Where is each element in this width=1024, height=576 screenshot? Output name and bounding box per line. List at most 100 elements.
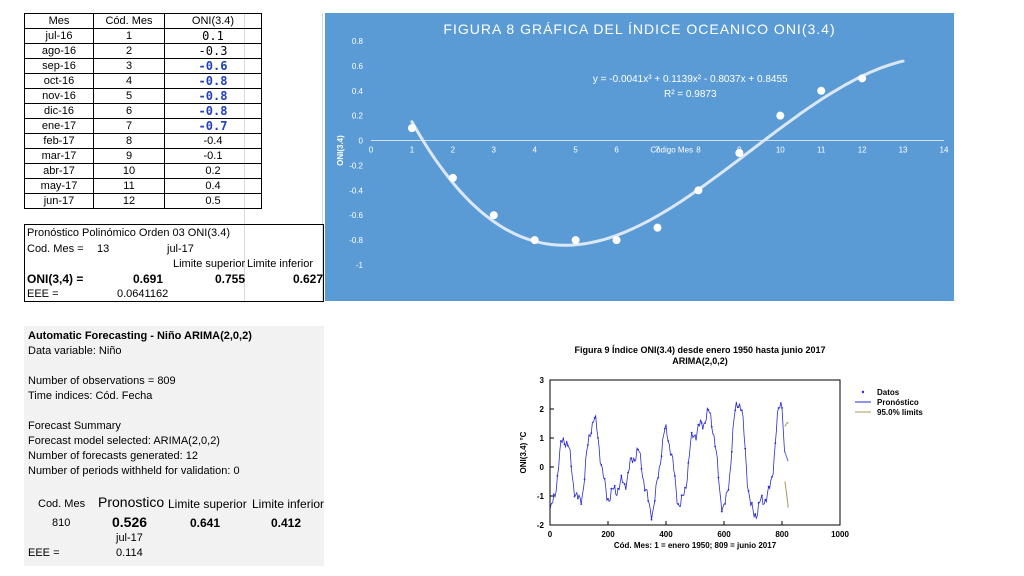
data-point <box>687 461 690 464</box>
table-row: jul-16 1 0.1 <box>24 28 262 44</box>
data-point <box>670 453 673 456</box>
data-point <box>530 236 539 245</box>
table-row: sep-16 3 -0.6 <box>24 58 262 74</box>
data-point <box>570 465 573 468</box>
poly-month: jul-17 <box>167 243 194 255</box>
y-tick-label: 0 <box>359 137 364 146</box>
poly-eee-label: EEE = <box>27 288 59 300</box>
data-point <box>777 407 780 409</box>
data-point <box>697 423 700 426</box>
x-tick-label: 0 <box>548 530 553 539</box>
y-tick-label: -2 <box>537 521 545 530</box>
data-point <box>704 422 706 424</box>
x-tick-label: 13 <box>899 146 908 155</box>
x-tick-label: 1 <box>410 146 415 155</box>
x-tick-label: 3 <box>492 146 497 155</box>
cell-mes: jun-17 <box>24 193 94 209</box>
arima-n-forecasts: Number of forecasts generated: 12 <box>28 450 198 462</box>
data-point <box>767 485 770 488</box>
data-point <box>620 474 623 477</box>
cell-cod: 1 <box>93 28 165 44</box>
data-point <box>744 447 747 450</box>
data-point <box>774 442 777 445</box>
poly-cod-label: Cod. Mes = <box>27 243 84 255</box>
x-tick-label: 200 <box>601 530 615 539</box>
y-tick-label: 1 <box>540 434 545 443</box>
poly-eee-value: 0.0641162 <box>117 288 169 300</box>
series-pronostico <box>784 451 789 462</box>
data-point <box>700 421 703 424</box>
data-point <box>757 501 760 504</box>
x-tick-label: 8 <box>696 146 701 155</box>
data-point <box>590 432 593 435</box>
data-point <box>677 503 680 505</box>
data-point <box>710 425 713 428</box>
arima-col-sup: Limite superior <box>168 497 247 511</box>
figure-9-chart[interactable]: 0 200 400 600 800 1000 -2 -1 0 1 2 3 Cód. Mes: 1 = e… <box>505 370 965 560</box>
table-row: nov-16 5 -0.8 <box>24 88 262 104</box>
series-datos <box>549 401 785 520</box>
arima-col-pron: Pronostico <box>98 494 165 510</box>
cell-oni: 0.4 <box>164 178 262 194</box>
data-point <box>647 500 650 502</box>
cell-cod: 5 <box>93 88 165 104</box>
poly-cod-value: 13 <box>97 243 110 255</box>
data-point <box>653 223 662 232</box>
arima-inf: 0.412 <box>271 516 302 530</box>
cell-mes: oct-16 <box>24 73 94 89</box>
data-point <box>764 498 767 501</box>
cell-cod: 9 <box>93 148 165 164</box>
x-tick-label: 6 <box>614 146 619 155</box>
cell-oni: -0.7 <box>164 118 262 134</box>
poly-oni-value: 0.691 <box>133 272 164 286</box>
cell-oni: -0.8 <box>164 73 262 89</box>
data-point <box>754 513 757 515</box>
data-point <box>750 501 753 504</box>
polynomial-forecast-box: Pronóstico Polinómico Orden 03 ONI(3.4) … <box>24 224 324 302</box>
table-row: may-17 11 0.4 <box>24 178 262 194</box>
arima-sup: 0.641 <box>190 516 221 530</box>
arima-model: Forecast model selected: ARIMA(2,0,2) <box>28 435 220 447</box>
cell-mes: dic-16 <box>24 103 94 119</box>
cell-oni: -0.6 <box>164 58 262 74</box>
y-tick-label: -1 <box>537 492 545 501</box>
data-point <box>640 467 643 470</box>
data-point <box>717 476 720 479</box>
data-point <box>556 475 559 477</box>
data-point <box>674 475 676 477</box>
table-row: dic-16 6 -0.8 <box>24 103 262 119</box>
data-point <box>747 490 750 492</box>
data-point <box>610 487 613 490</box>
y-tick-label: -0.8 <box>349 236 363 245</box>
cell-cod: 6 <box>93 103 165 119</box>
data-point <box>724 503 727 505</box>
arima-summary: Forecast Summary <box>28 420 121 432</box>
arima-data-variable: Data variable: Niño <box>28 345 122 357</box>
poly-lim-sup-label: Limite superior <box>173 258 246 270</box>
data-point <box>684 486 686 489</box>
figure-8-chart[interactable]: FIGURA 8 GRÁFICA DEL ÍNDICE OCEANICO ONI… <box>325 13 954 301</box>
table-row: oct-16 4 -0.8 <box>24 73 262 89</box>
cell-cod: 2 <box>93 43 165 59</box>
cell-oni: -0.8 <box>164 88 262 104</box>
cell-cod: 7 <box>93 118 165 134</box>
data-point <box>576 497 579 500</box>
x-tick-label: 2 <box>451 146 456 155</box>
table-row: ago-16 2 -0.3 <box>24 43 262 59</box>
cell-mes: feb-17 <box>24 133 94 149</box>
arima-eee-label: EEE = <box>28 547 60 559</box>
x-axis-label: Código Mes <box>650 146 693 155</box>
cell-oni: 0.2 <box>164 163 262 179</box>
y-axis-label: ONI(3.4) °C <box>519 431 528 473</box>
cell-oni: -0.4 <box>164 133 262 149</box>
data-point <box>566 444 569 447</box>
data-point <box>560 440 562 442</box>
data-point <box>781 407 783 409</box>
y-tick-label: -1 <box>356 261 364 270</box>
table-row: abr-17 10 0.2 <box>24 163 262 179</box>
data-point <box>740 409 743 412</box>
x-tick-label: 800 <box>775 530 789 539</box>
legend-label-limits: 95.0% limits <box>877 408 923 417</box>
data-point <box>573 495 576 498</box>
data-point <box>489 211 498 220</box>
